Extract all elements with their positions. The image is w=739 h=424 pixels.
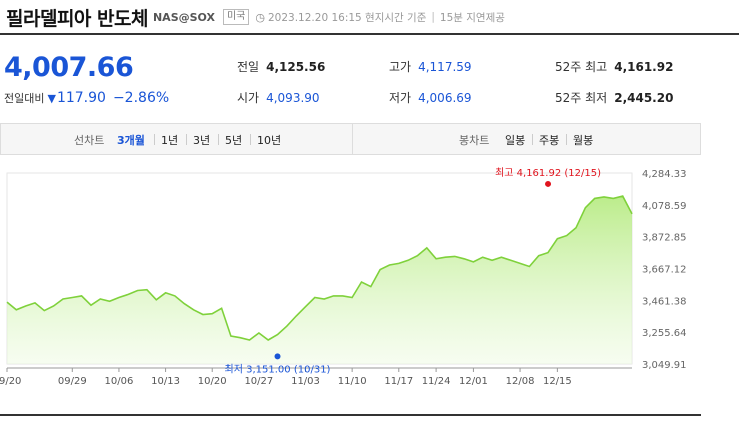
period-tab-10y[interactable]: 10년 [257, 134, 282, 147]
stat-label: 시가 [237, 91, 260, 105]
stat-label: 저가 [389, 91, 412, 105]
x-tick-label: 11/03 [291, 376, 320, 387]
down-triangle-icon: ▼ [47, 91, 56, 105]
stat-open: 시가 4,093.90 [237, 89, 320, 106]
stat-52w-low: 52주 최저 2,445.20 [555, 89, 673, 106]
change-value: 117.90 [56, 90, 106, 106]
x-tick-label: 10/06 [105, 376, 134, 387]
chart-toolbar: 선차트 3개월 1년 3년 5년 10년 봉차트 일봉 주봉 월봉 [0, 123, 701, 155]
tab-divider [566, 134, 567, 145]
price-chart: 4,284.33 4,078.59 3,872.85 3,667.12 3,461.38… [0, 167, 687, 387]
candle-chart-label: 봉차트 [459, 134, 490, 147]
y-tick-label: 3,872.85 [642, 233, 687, 244]
x-tick-label: 10/27 [244, 376, 273, 387]
footer-rule [0, 414, 701, 416]
delay-note: 15분 지연제공 [439, 11, 505, 24]
low-marker [274, 353, 281, 360]
stat-label: 52주 최고 [555, 60, 608, 74]
x-tick-label: 12/08 [506, 376, 535, 387]
period-tab-1y[interactable]: 1년 [161, 134, 179, 147]
stat-label: 52주 최저 [555, 91, 608, 105]
x-tick-label: 12/01 [459, 376, 488, 387]
tab-divider [154, 134, 155, 145]
y-tick-label: 3,461.38 [642, 296, 687, 307]
current-price: 4,007.66 [4, 52, 134, 83]
stat-value: 4,117.59 [418, 60, 472, 74]
page-header: 필라델피아 반도체 NAS@SOX 미국 ◷ 2023.12.20 16:15 … [6, 4, 505, 30]
price-area [7, 196, 632, 364]
divider: | [431, 11, 435, 23]
tab-divider [218, 134, 219, 145]
change-label: 전일대비 [4, 92, 45, 105]
datetime-text: 2023.12.20 16:15 현지시간 기준 [268, 11, 427, 24]
period-tab-5y[interactable]: 5년 [225, 134, 243, 147]
tab-divider [532, 134, 533, 145]
y-tick-label: 3,049.91 [642, 360, 687, 371]
clock-icon: ◷ [255, 10, 265, 24]
y-tick-label: 4,284.33 [642, 169, 687, 180]
stat-value: 4,161.92 [614, 60, 674, 74]
tab-divider [186, 134, 187, 145]
x-tick-label: 10/13 [151, 376, 180, 387]
page-title: 필라델피아 반도체 [6, 7, 148, 30]
change-row: 전일대비 ▼ 117.90 −2.86% [4, 90, 169, 106]
x-tick-label: 12/15 [543, 376, 572, 387]
y-tick-label: 4,078.59 [642, 201, 687, 212]
candle-tab-weekly[interactable]: 주봉 [539, 134, 560, 147]
x-tick-label: 11/17 [384, 376, 413, 387]
low-annotation: 최저 3,151.00 (10/31) [225, 363, 331, 375]
ticker-symbol: NAS@SOX [152, 10, 215, 24]
stat-low: 저가 4,006.69 [389, 89, 472, 106]
market-badge: 미국 [222, 9, 250, 25]
period-tab-3m[interactable]: 3개월 [117, 134, 145, 147]
stat-high: 고가 4,117.59 [389, 58, 472, 75]
x-tick-label: 09/29 [58, 376, 87, 387]
line-chart-label: 선차트 [74, 134, 105, 147]
high-marker [545, 180, 552, 187]
high-annotation: 최고 4,161.92 (12/15) [495, 167, 601, 179]
stat-value: 4,125.56 [266, 60, 326, 74]
y-tick-label: 3,667.12 [642, 265, 687, 276]
stat-value: 4,093.90 [266, 91, 320, 105]
price-line [6, 195, 633, 341]
candle-tab-monthly[interactable]: 월봉 [573, 134, 594, 147]
stat-52w-high: 52주 최고 4,161.92 [555, 58, 673, 75]
y-tick-label: 3,255.64 [642, 328, 687, 339]
stat-value: 2,445.20 [614, 91, 674, 105]
header-rule [0, 33, 739, 35]
x-tick-label: 11/24 [422, 376, 451, 387]
period-tab-3y[interactable]: 3년 [193, 134, 211, 147]
stat-label: 전일 [237, 60, 260, 74]
stat-label: 고가 [389, 60, 412, 74]
change-percent: −2.86% [112, 90, 170, 106]
tab-divider [250, 134, 251, 145]
stat-prev-close: 전일 4,125.56 [237, 58, 325, 75]
x-tick-label: 10/20 [198, 376, 227, 387]
x-tick-label: 11/10 [338, 376, 367, 387]
toolbar-divider [352, 124, 353, 154]
candle-tab-daily[interactable]: 일봉 [505, 134, 526, 147]
x-tick-label: 09/20 [0, 376, 21, 387]
stat-value: 4,006.69 [418, 91, 472, 105]
